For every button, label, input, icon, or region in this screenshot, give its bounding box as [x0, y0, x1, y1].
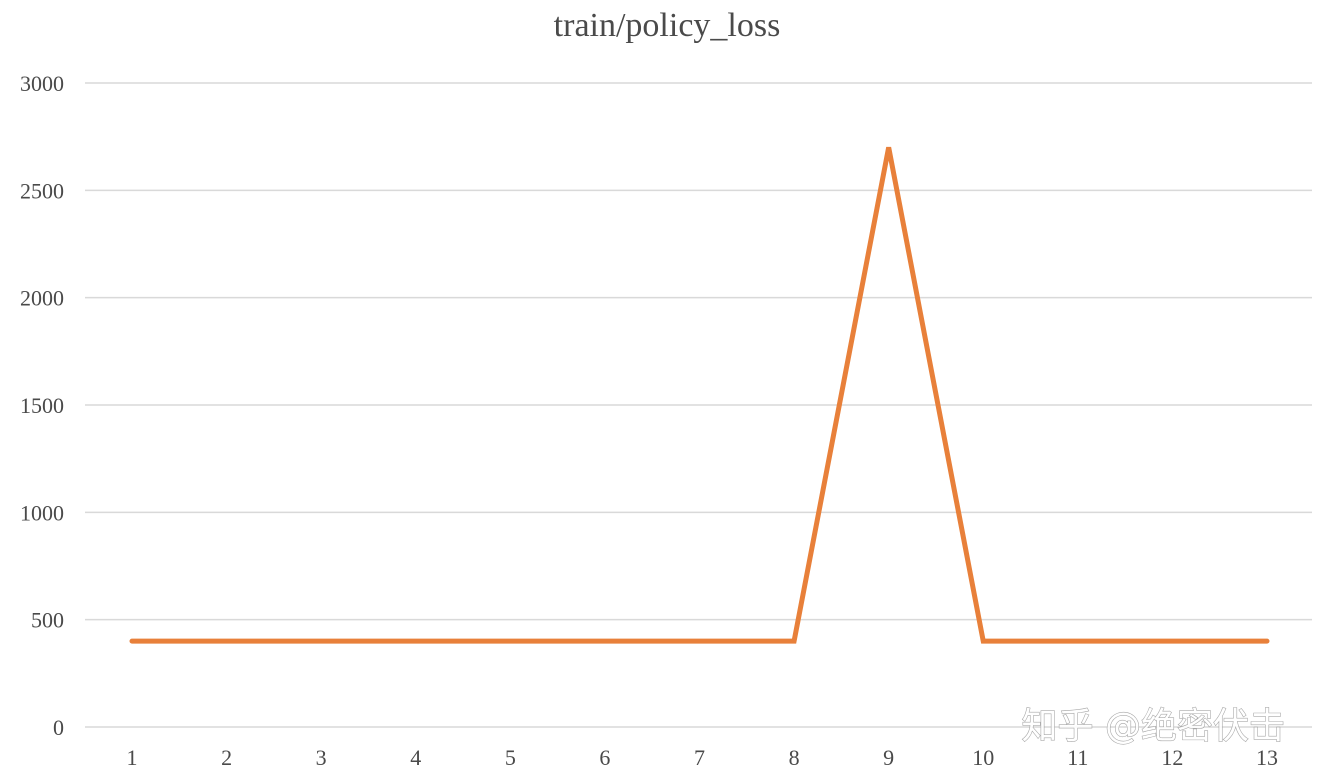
- y-tick-label: 1000: [20, 500, 64, 525]
- x-tick-label: 1: [127, 745, 138, 770]
- x-tick-label: 4: [410, 745, 421, 770]
- x-tick-label: 11: [1067, 745, 1088, 770]
- x-tick-label: 5: [505, 745, 516, 770]
- y-tick-label: 1500: [20, 393, 64, 418]
- x-tick-label: 13: [1256, 745, 1278, 770]
- y-axis-ticks: 0 500 1000 1500 2000 2500 3000: [20, 71, 64, 740]
- y-tick-label: 3000: [20, 71, 64, 96]
- y-tick-label: 2000: [20, 286, 64, 311]
- x-tick-label: 2: [221, 745, 232, 770]
- x-tick-label: 10: [972, 745, 994, 770]
- y-tick-label: 2500: [20, 178, 64, 203]
- series-layer: [129, 146, 1270, 644]
- y-tick-label: 0: [53, 715, 64, 740]
- x-tick-label: 6: [599, 745, 610, 770]
- chart-title: train/policy_loss: [554, 7, 781, 44]
- x-tick-label: 12: [1161, 745, 1183, 770]
- x-tick-label: 7: [694, 745, 705, 770]
- x-tick-label: 8: [789, 745, 800, 770]
- x-axis-ticks: 1 2 3 4 5 6 7 8 9 10 11 12 13: [127, 745, 1279, 770]
- watermark-text: 知乎 @绝密伏击: [1022, 706, 1285, 747]
- y-tick-label: 500: [31, 608, 64, 633]
- gridlines: [85, 82, 1312, 728]
- x-tick-label: 3: [316, 745, 327, 770]
- series-line-0: [129, 146, 1270, 644]
- x-tick-label: 9: [883, 745, 894, 770]
